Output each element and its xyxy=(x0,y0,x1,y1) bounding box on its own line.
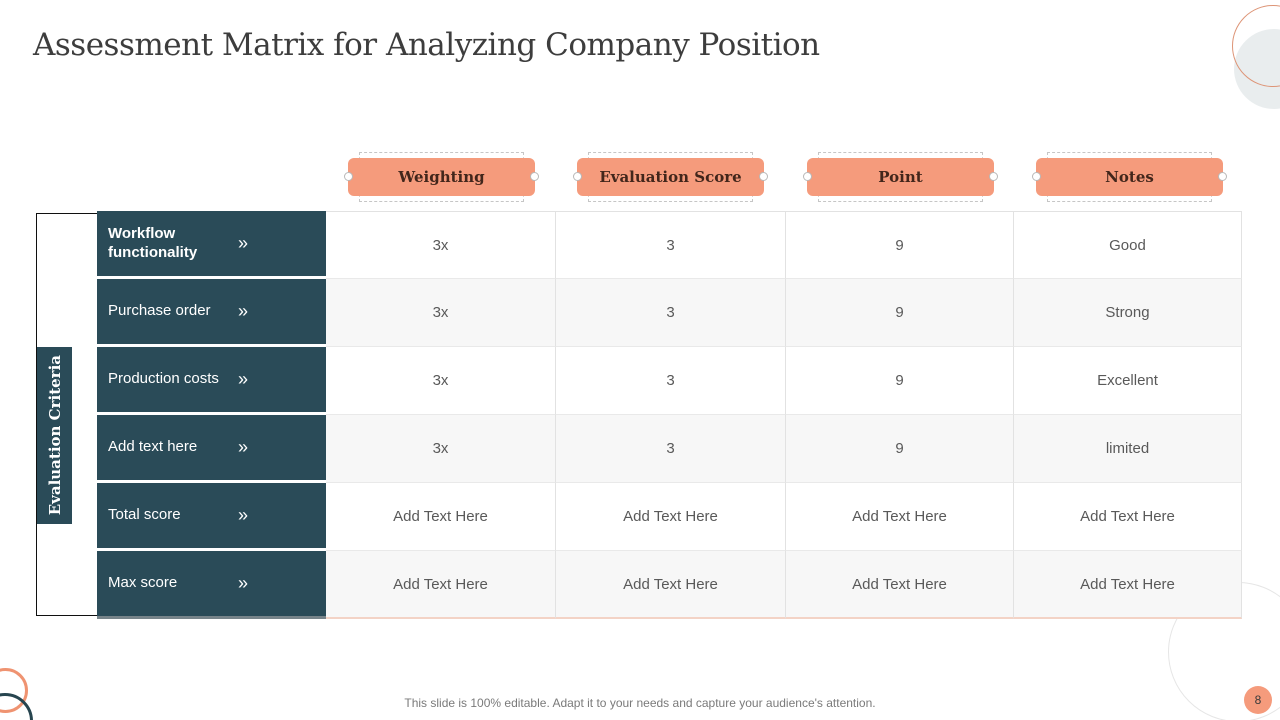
table-cell[interactable]: 3 xyxy=(556,415,786,483)
table-cell[interactable]: 3 xyxy=(556,279,786,347)
selection-handle-icon[interactable] xyxy=(573,172,582,181)
selection-handle-icon[interactable] xyxy=(1032,172,1041,181)
table-cell[interactable]: 3x xyxy=(326,211,556,279)
table-cell[interactable]: 3x xyxy=(326,279,556,347)
column-header-point[interactable]: Point xyxy=(803,152,998,202)
selection-handle-icon[interactable] xyxy=(1218,172,1227,181)
chevron-double-right-icon: » xyxy=(238,233,248,253)
table-cell[interactable]: 3x xyxy=(326,415,556,483)
row-label-production-costs[interactable]: Production costs » xyxy=(97,347,326,415)
page-title: Assessment Matrix for Analyzing Company … xyxy=(33,27,820,63)
table-cell[interactable]: 9 xyxy=(786,347,1014,415)
chevron-double-right-icon: » xyxy=(238,505,248,525)
selection-handle-icon[interactable] xyxy=(530,172,539,181)
table-cell[interactable]: 3 xyxy=(556,347,786,415)
table-cell[interactable]: limited xyxy=(1014,415,1242,483)
table-cell[interactable]: 3x xyxy=(326,347,556,415)
selection-handle-icon[interactable] xyxy=(759,172,768,181)
table-cell[interactable]: Add Text Here xyxy=(786,483,1014,551)
table-cell[interactable]: Add Text Here xyxy=(786,551,1014,619)
chevron-double-right-icon: » xyxy=(238,369,248,389)
table-cell[interactable]: Good xyxy=(1014,211,1242,279)
table-cell[interactable]: Add Text Here xyxy=(1014,483,1242,551)
table-cell[interactable]: 9 xyxy=(786,415,1014,483)
row-label-max-score[interactable]: Max score » xyxy=(97,551,326,619)
column-header-weighting[interactable]: Weighting xyxy=(344,152,539,202)
table-cell[interactable]: Add Text Here xyxy=(326,551,556,619)
axis-label-evaluation-criteria: Evaluation Criteria xyxy=(37,347,72,524)
table-cell[interactable]: 3 xyxy=(556,211,786,279)
chevron-double-right-icon: » xyxy=(238,573,248,593)
column-header-evaluation-score[interactable]: Evaluation Score xyxy=(573,152,768,202)
table-cell[interactable]: Add Text Here xyxy=(1014,551,1242,619)
table-cell[interactable]: Add Text Here xyxy=(556,483,786,551)
page-number-badge: 8 xyxy=(1244,686,1272,714)
assessment-matrix-table: Workflow functionality » 3x 3 9 Good Pur… xyxy=(97,211,1242,619)
selection-handle-icon[interactable] xyxy=(989,172,998,181)
table-cell[interactable]: Add Text Here xyxy=(326,483,556,551)
table-cell[interactable]: Add Text Here xyxy=(556,551,786,619)
table-cell[interactable]: 9 xyxy=(786,211,1014,279)
footer-note: This slide is 100% editable. Adapt it to… xyxy=(404,696,876,710)
row-label-total-score[interactable]: Total score » xyxy=(97,483,326,551)
table-cell[interactable]: Excellent xyxy=(1014,347,1242,415)
row-label-add-text-here[interactable]: Add text here » xyxy=(97,415,326,483)
table-cell[interactable]: 9 xyxy=(786,279,1014,347)
column-header-notes[interactable]: Notes xyxy=(1032,152,1227,202)
chevron-double-right-icon: » xyxy=(238,301,248,321)
row-label-purchase-order[interactable]: Purchase order » xyxy=(97,279,326,347)
selection-handle-icon[interactable] xyxy=(803,172,812,181)
chevron-double-right-icon: » xyxy=(238,437,248,457)
selection-handle-icon[interactable] xyxy=(344,172,353,181)
table-cell[interactable]: Strong xyxy=(1014,279,1242,347)
row-label-workflow-functionality[interactable]: Workflow functionality » xyxy=(97,211,326,279)
